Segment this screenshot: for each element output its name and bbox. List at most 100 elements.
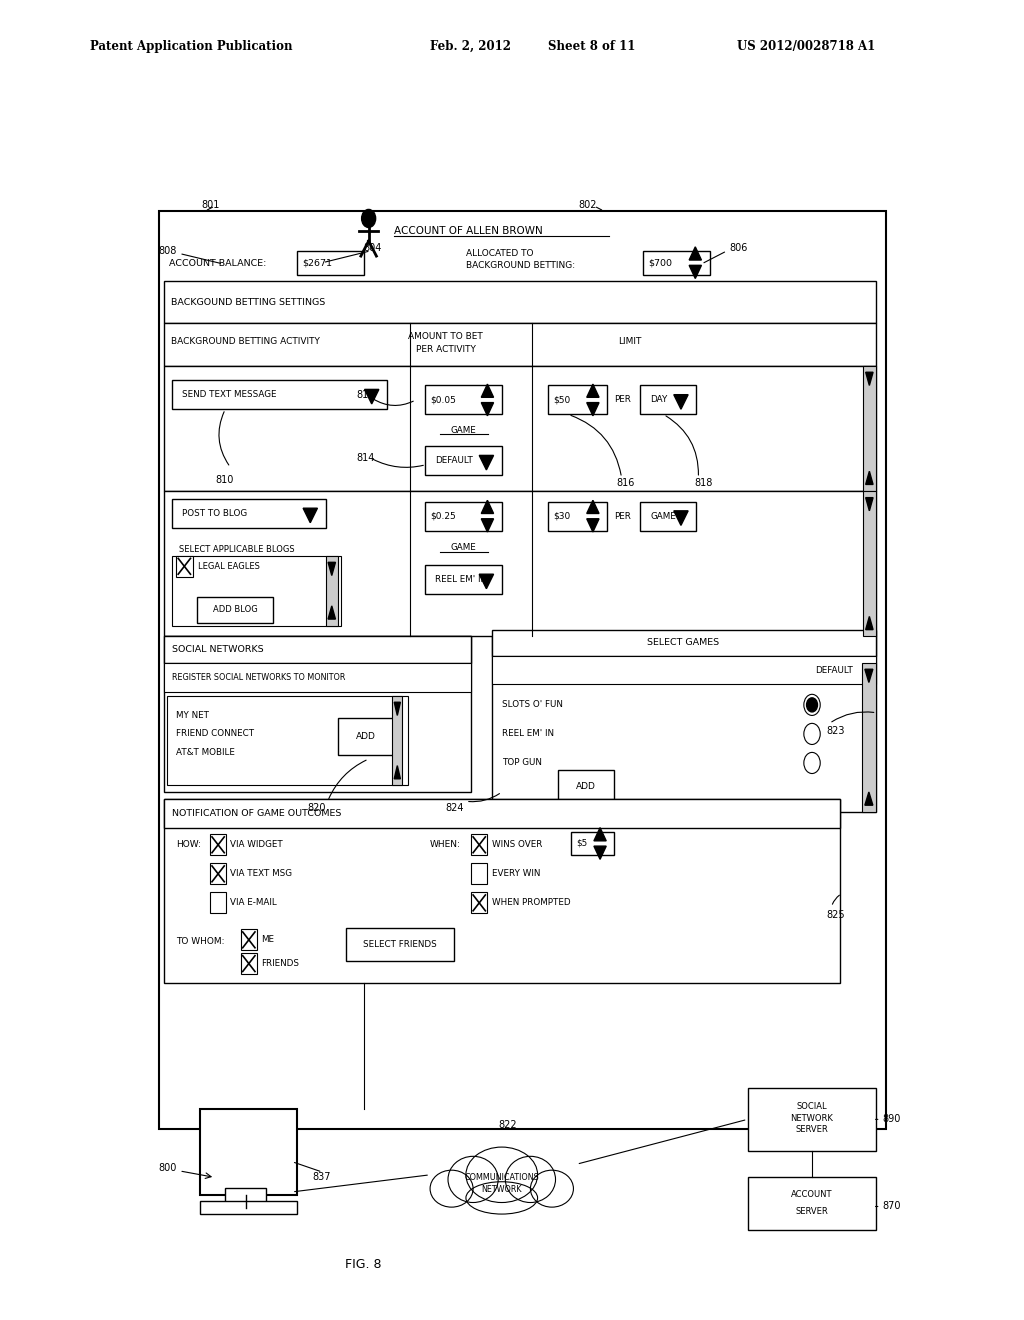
Bar: [164, 636, 471, 792]
Text: TOP GUN: TOP GUN: [502, 759, 542, 767]
Bar: [338, 718, 394, 755]
Text: 810: 810: [215, 475, 233, 486]
Bar: [471, 892, 487, 913]
Text: FRIENDS: FRIENDS: [261, 960, 299, 968]
Polygon shape: [587, 519, 599, 532]
Polygon shape: [587, 384, 599, 397]
Text: DEFAULT: DEFAULT: [816, 667, 853, 675]
Bar: [425, 502, 502, 531]
Ellipse shape: [530, 1171, 573, 1206]
Text: VIA E-MAIL: VIA E-MAIL: [230, 899, 278, 907]
Text: BACKGOUND BETTING SETTINGS: BACKGOUND BETTING SETTINGS: [171, 298, 326, 306]
Bar: [492, 656, 876, 684]
Text: ADD: ADD: [577, 781, 596, 791]
Polygon shape: [865, 792, 872, 805]
Bar: [392, 696, 402, 785]
Polygon shape: [479, 574, 494, 589]
Text: BACKGROUND BETTING ACTIVITY: BACKGROUND BETTING ACTIVITY: [171, 338, 319, 346]
Bar: [164, 323, 876, 366]
Bar: [425, 385, 502, 414]
Bar: [172, 499, 326, 528]
Bar: [492, 630, 876, 656]
Bar: [863, 491, 876, 636]
Text: NETWORK: NETWORK: [791, 1114, 833, 1122]
Bar: [164, 281, 876, 323]
Text: ACCOUNT: ACCOUNT: [791, 1191, 833, 1199]
Text: $700: $700: [648, 259, 672, 267]
Ellipse shape: [506, 1156, 555, 1203]
Text: EVERY WIN: EVERY WIN: [492, 870, 540, 878]
Text: FIG. 8: FIG. 8: [345, 1258, 382, 1271]
Bar: [176, 556, 193, 577]
Text: GAME: GAME: [650, 512, 676, 520]
Bar: [346, 928, 454, 961]
Bar: [210, 892, 226, 913]
Text: $5: $5: [577, 840, 588, 847]
Circle shape: [361, 210, 376, 227]
Text: SELECT GAMES: SELECT GAMES: [647, 639, 720, 647]
Text: Patent Application Publication: Patent Application Publication: [90, 40, 293, 53]
Bar: [172, 380, 387, 409]
Text: 818: 818: [694, 478, 713, 488]
Text: SERVER: SERVER: [796, 1208, 827, 1216]
Ellipse shape: [466, 1181, 538, 1214]
Text: DAY: DAY: [650, 396, 668, 404]
Polygon shape: [587, 403, 599, 416]
Text: SELECT FRIENDS: SELECT FRIENDS: [362, 940, 437, 949]
Bar: [164, 491, 876, 636]
Bar: [492, 636, 876, 812]
Polygon shape: [479, 455, 494, 470]
Bar: [748, 1177, 876, 1230]
Bar: [862, 663, 876, 812]
Polygon shape: [865, 372, 873, 385]
Polygon shape: [328, 606, 336, 619]
Bar: [210, 863, 226, 884]
Text: AMOUNT TO BET: AMOUNT TO BET: [409, 333, 482, 341]
Bar: [200, 1201, 297, 1214]
Text: WINS OVER: WINS OVER: [492, 841, 542, 849]
Text: 823: 823: [826, 726, 845, 737]
Ellipse shape: [466, 1147, 538, 1203]
Text: 825: 825: [826, 909, 845, 920]
Bar: [640, 502, 696, 531]
Text: 806: 806: [729, 243, 748, 253]
Bar: [241, 929, 257, 950]
Bar: [164, 799, 840, 983]
Polygon shape: [594, 846, 606, 859]
Text: WHEN PROMPTED: WHEN PROMPTED: [492, 899, 570, 907]
Text: 812: 812: [356, 389, 375, 400]
Bar: [164, 636, 471, 663]
Text: TO WHOM:: TO WHOM:: [176, 937, 224, 945]
Polygon shape: [674, 511, 688, 525]
Polygon shape: [689, 247, 701, 260]
Polygon shape: [587, 500, 599, 513]
Text: PER: PER: [614, 396, 631, 404]
Bar: [640, 385, 696, 414]
Polygon shape: [481, 384, 494, 397]
Bar: [210, 834, 226, 855]
Text: SOCIAL: SOCIAL: [797, 1102, 826, 1110]
Bar: [225, 1188, 266, 1208]
Text: Feb. 2, 2012: Feb. 2, 2012: [430, 40, 511, 53]
Text: 890: 890: [883, 1114, 901, 1125]
Text: 801: 801: [202, 199, 220, 210]
Polygon shape: [865, 498, 873, 511]
Polygon shape: [328, 562, 336, 576]
Text: ME: ME: [261, 936, 274, 944]
Text: LEGAL EAGLES: LEGAL EAGLES: [198, 562, 259, 570]
Text: 822: 822: [499, 1119, 517, 1130]
Bar: [164, 799, 840, 828]
Bar: [548, 385, 607, 414]
Text: $30: $30: [553, 512, 570, 520]
Text: ACCOUNT OF ALLEN BROWN: ACCOUNT OF ALLEN BROWN: [394, 226, 543, 236]
Text: BACKGROUND BETTING:: BACKGROUND BETTING:: [466, 261, 575, 269]
Text: LIMIT: LIMIT: [618, 338, 641, 346]
Text: VIA WIDGET: VIA WIDGET: [230, 841, 284, 849]
Bar: [548, 502, 607, 531]
Bar: [197, 597, 273, 623]
Polygon shape: [865, 669, 872, 682]
Text: 814: 814: [356, 453, 375, 463]
Text: ACCOUNT BALANCE:: ACCOUNT BALANCE:: [169, 260, 266, 268]
Text: SLOTS O' FUN: SLOTS O' FUN: [502, 701, 562, 709]
Bar: [425, 446, 502, 475]
